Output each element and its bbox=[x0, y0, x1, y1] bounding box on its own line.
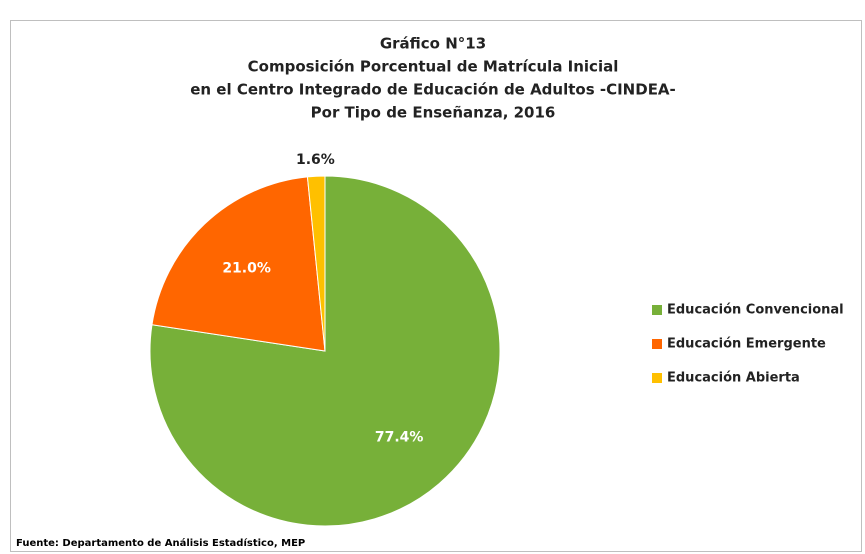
source: Fuente: Departamento de Análisis Estadís… bbox=[16, 537, 305, 549]
data-label: 77.4% bbox=[375, 429, 424, 445]
legend-swatch bbox=[652, 305, 662, 315]
data-label: 1.6% bbox=[296, 152, 335, 168]
pie-slice bbox=[151, 176, 326, 352]
legend-swatch bbox=[652, 373, 662, 383]
legend-label: Educación Convencional bbox=[667, 303, 844, 318]
data-label: 21.0% bbox=[222, 261, 271, 277]
legend-label: Educación Abierta bbox=[667, 371, 800, 386]
chart-title: Composición Porcentual de Matrícula Inic… bbox=[248, 58, 619, 76]
chart-title: en el Centro Integrado de Educación de A… bbox=[190, 81, 676, 99]
chart-title: Por Tipo de Enseñanza, 2016 bbox=[311, 104, 556, 122]
pie-slice bbox=[306, 175, 326, 352]
legend-swatch bbox=[652, 339, 662, 349]
legend-label: Educación Emergente bbox=[667, 337, 826, 352]
chart-title: Gráfico N°13 bbox=[380, 35, 486, 53]
